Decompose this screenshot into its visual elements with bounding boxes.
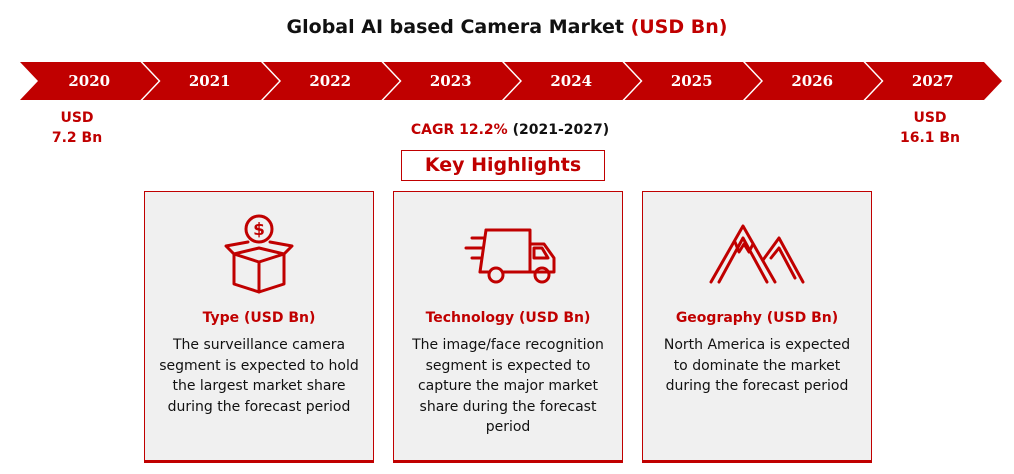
start-amount: 7.2 Bn [51,130,103,146]
title-unit: (USD Bn) [630,16,728,38]
timeline-year-label: 2027 [911,72,954,90]
card-title: Geography (USD Bn) [675,310,839,326]
highlight-card-technology: Technology (USD Bn) The image/face recog… [393,191,623,463]
title-main: Global AI based Camera Market [286,16,624,38]
card-text: The surveillance camera segment is expec… [159,337,359,415]
timeline-year-label: 2025 [670,72,713,90]
timeline-year-label: 2023 [429,72,472,90]
start-currency: USD [60,110,94,126]
mountain-icon [643,212,871,294]
cagr-label: CAGR 12.2% (2021-2027) [300,122,720,138]
end-amount: 16.1 Bn [899,130,961,146]
timeline-year-label: 2026 [791,72,834,90]
money-box-icon: $ [145,212,373,294]
timeline-arrow [20,62,1002,100]
timeline-year-label: 2024 [550,72,593,90]
timeline-chevron-2020 [20,62,159,100]
cagr-value: CAGR 12.2% [410,122,508,138]
chart-title: Global AI based Camera Market (USD Bn) [0,16,1014,38]
delivery-truck-icon [394,212,622,294]
card-title: Technology (USD Bn) [425,310,591,326]
timeline-year-label: 2020 [68,72,111,90]
highlight-card-type: $ Type (USD Bn) The surveillance camera … [144,191,374,463]
svg-text:$: $ [253,220,265,240]
timeline-chevron-2027 [865,62,1002,100]
key-highlights-heading: Key Highlights [401,150,605,181]
timeline-chevron-2023 [383,62,520,100]
end-value: USD 16.1 Bn [875,108,985,148]
timeline-chevron-2025 [624,62,761,100]
start-value: USD 7.2 Bn [22,108,132,148]
card-title: Type (USD Bn) [202,310,316,326]
timeline-year-label: 2021 [188,72,231,90]
highlight-card-geography: Geography (USD Bn) North America is expe… [642,191,872,463]
timeline-year-label: 2022 [309,72,352,90]
timeline-chevron-2024 [504,62,641,100]
end-currency: USD [913,110,947,126]
timeline-chevron-2021 [142,62,279,100]
cagr-period: (2021-2027) [512,122,610,138]
card-text: The image/face recognition segment is ex… [412,337,604,435]
timeline-chevron-2026 [745,62,882,100]
card-text: North America is expected to dominate th… [663,337,851,394]
timeline-chevron-2022 [263,62,400,100]
